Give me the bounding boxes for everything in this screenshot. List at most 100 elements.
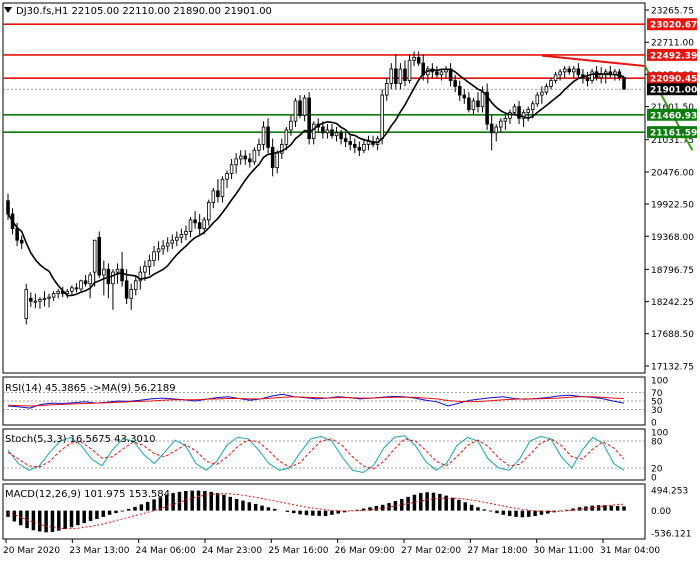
candle-body <box>348 141 352 145</box>
candle-body <box>594 71 599 79</box>
candle-body <box>229 164 234 174</box>
time-axis: 20 Mar 2020 23 Mar 13:00 24 Mar 06:00 24 Ma… <box>3 539 660 556</box>
candle-body <box>485 91 489 125</box>
candle-body <box>526 109 530 113</box>
candle-body <box>92 239 97 273</box>
candle-body <box>133 280 138 290</box>
candle-body <box>33 300 38 303</box>
candle-body <box>202 219 206 229</box>
time-tick-label: 27 Mar 18:00 <box>467 546 527 556</box>
candle-body <box>302 97 307 116</box>
candle-body <box>590 71 594 81</box>
candle-body <box>366 141 371 145</box>
candle-body <box>270 146 275 169</box>
level-label-23020.67: 23020.67 <box>650 21 697 31</box>
candle-body <box>38 299 42 302</box>
candle-body <box>530 103 535 110</box>
candle-body <box>576 68 581 76</box>
time-tick-label: 30 Mar 11:00 <box>534 546 594 556</box>
candle-body <box>207 202 211 221</box>
candle-body <box>558 71 562 76</box>
candle-body <box>79 280 83 290</box>
macd-tick-label: 0.00 <box>651 507 671 517</box>
candle-body <box>353 144 357 148</box>
candle-body <box>330 129 334 137</box>
level-label-21460.93: 21460.93 <box>650 111 697 121</box>
time-tick-label: 20 Mar 2020 <box>3 546 60 556</box>
candle-body <box>238 155 243 160</box>
trendline-resistance[interactable] <box>541 54 646 68</box>
chevron-down-icon[interactable] <box>4 7 12 13</box>
rsi-title: RSI(14) 45.3865 ->MA(9) 56.2189 <box>5 383 176 394</box>
candle-body <box>188 219 193 232</box>
candle-body <box>175 236 179 241</box>
candle-body <box>334 132 339 137</box>
stoch-k-line <box>7 435 625 474</box>
candle-body <box>275 152 279 169</box>
horizontal-levels[interactable] <box>3 23 645 133</box>
level-badge-22492.39 <box>647 48 697 61</box>
candle-body <box>517 106 521 119</box>
macd-pane-frame <box>2 483 646 540</box>
candle-body <box>211 190 216 203</box>
candle-body <box>394 68 398 84</box>
candle-body <box>83 280 88 285</box>
rsi-tick-label: 70 <box>651 389 663 399</box>
macd-tick-label: 494.253 <box>651 487 688 497</box>
candle-body <box>115 268 120 273</box>
macd-pane[interactable]: 494.253 0.00 -536.121 <box>6 487 691 540</box>
price-pane[interactable]: 23265.7522711.0022156.2521601.5021031.75… <box>3 7 697 373</box>
time-tick-label: 27 Mar 02:00 <box>401 546 461 556</box>
candle-body <box>184 231 188 235</box>
candle-body <box>462 94 467 99</box>
candle-body <box>503 117 508 122</box>
candle-body <box>357 146 362 151</box>
chart-caption: DJ30.fs,H1 22105.00 22110.00 21890.00 21… <box>16 6 272 17</box>
ma-line <box>7 68 625 297</box>
candle-body <box>97 236 102 276</box>
stoch-tick-label: 80 <box>651 438 663 448</box>
candle-body <box>120 268 124 282</box>
price-tick-label: 20476.00 <box>651 168 694 178</box>
current-price-badge <box>647 83 697 96</box>
candle-body <box>380 94 384 140</box>
candle-body <box>161 245 165 250</box>
candle-body <box>540 91 544 96</box>
candle-body <box>403 68 407 81</box>
time-tick-label: 23 Mar 13:00 <box>69 546 129 556</box>
candle-body <box>398 68 403 84</box>
moving-average <box>7 68 625 297</box>
candle-body <box>549 80 553 87</box>
candle-body <box>234 158 238 166</box>
stoch-tick-label: 20 <box>651 465 663 475</box>
candle-body <box>339 132 343 140</box>
candle-body <box>220 178 225 198</box>
candle-body <box>599 74 603 79</box>
candle-body <box>535 94 540 105</box>
candle-body <box>439 71 444 76</box>
candle-body <box>412 56 416 61</box>
level-labels: 23020.67 22492.39 22090.45 21460.93 21161.59… <box>647 18 697 139</box>
candle-body <box>156 248 161 253</box>
price-pane-frame <box>2 2 646 374</box>
price-tick-label: 17688.50 <box>651 330 694 340</box>
pane-frames <box>2 2 646 540</box>
time-tick-label: 24 Mar 06:00 <box>136 546 196 556</box>
candle-body <box>325 129 330 134</box>
candle-body <box>56 290 60 295</box>
candle-body <box>225 173 229 180</box>
candle-body <box>257 144 261 151</box>
candle-body <box>508 112 512 119</box>
candle-body <box>544 85 549 93</box>
candle-body <box>307 97 311 140</box>
price-tick-label: 17132.75 <box>651 363 694 373</box>
candle-body <box>165 242 170 247</box>
stoch-tick-label: 0 <box>651 474 657 484</box>
level-label-22492.39: 22492.39 <box>650 51 697 61</box>
candle-body <box>407 59 412 81</box>
time-tick-label: 26 Mar 09:00 <box>335 546 395 556</box>
level-badge-22090.45 <box>647 72 697 85</box>
